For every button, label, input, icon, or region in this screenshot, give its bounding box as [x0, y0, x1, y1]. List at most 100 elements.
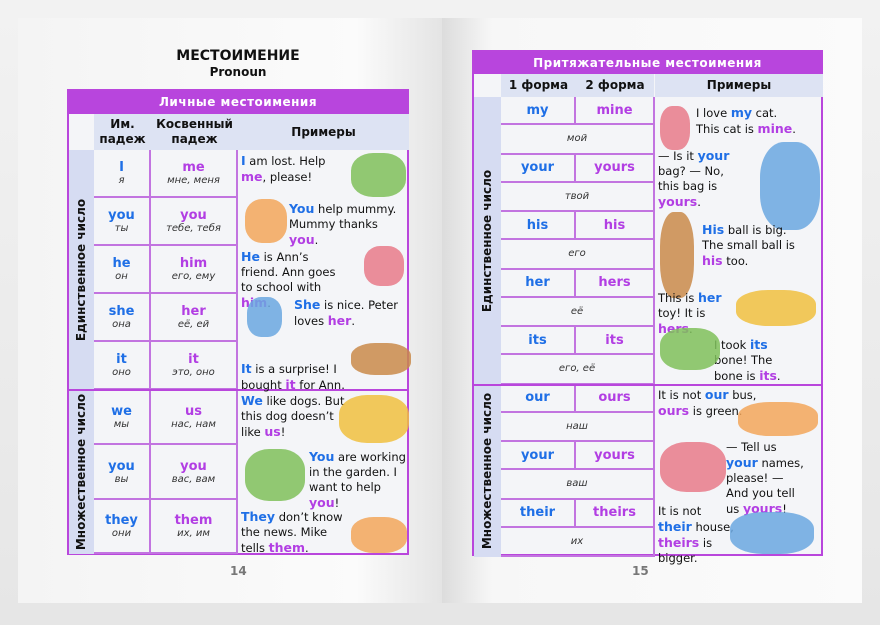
translation: ваш: [566, 478, 588, 490]
example-text-segment: their: [658, 519, 692, 534]
translation: её: [570, 305, 584, 317]
pronoun-form-1: my: [526, 102, 549, 118]
pronoun-nominative: it: [116, 352, 127, 367]
illustration: [351, 153, 406, 197]
example-text-segment: my: [730, 105, 753, 120]
form-2-cell: hers: [576, 269, 655, 298]
example-text-segment: You: [309, 449, 335, 464]
translation: он: [115, 271, 128, 282]
example-sentence: I took its bone! The bone is its.: [714, 337, 804, 384]
oblique-cell: her её, ей: [151, 294, 238, 342]
illustration: [245, 449, 305, 501]
example-text-segment: them: [268, 540, 306, 555]
possessive-pronouns-table: Притяжательные местоимения 1 форма 2 форма…: [472, 50, 823, 565]
: [69, 114, 94, 150]
group-label-plural: Множественное число: [474, 384, 501, 557]
form-2-cell: mine: [576, 97, 655, 125]
example-text-segment: It is not: [658, 504, 702, 518]
example-text-segment: yours: [658, 194, 698, 209]
oblique-cell: him его, ему: [151, 246, 238, 294]
translation-cell: их: [501, 527, 655, 557]
example-text-segment: — Is it: [658, 149, 698, 163]
example-text-segment: cat. This cat is: [696, 106, 778, 136]
example-sentence: We like dogs. But this dog doesn’t like …: [241, 393, 349, 440]
group-label-singular: Единственное число: [474, 97, 501, 385]
example-text-segment: She: [294, 297, 321, 312]
oblique-cell: you вас, вам: [151, 445, 238, 500]
example-text-segment: His: [702, 222, 725, 237]
col-header-form-2: 2 форма: [576, 74, 654, 97]
example-sentence: — Is it your bag? — No, this bag is your…: [658, 148, 740, 210]
example-text-segment: I love: [696, 106, 731, 120]
col-header-examples: Примеры: [238, 114, 409, 150]
translation-cell: его, её: [501, 355, 655, 385]
divider: [69, 389, 407, 391]
illustration: [351, 343, 411, 375]
example-text-segment: her: [327, 313, 352, 328]
example-sentence: You help mummy. Mummy thanks you.: [289, 201, 397, 248]
example-text-segment: you: [309, 495, 335, 510]
translation: мой: [566, 133, 588, 145]
personal-pronouns-table: Личные местоимения Им. падеж Косвенный пад…: [67, 89, 411, 555]
example-text-segment: bone! The bone is: [714, 353, 773, 383]
example-text-segment: is Ann’s friend. Ann goes to school with: [241, 250, 336, 294]
oblique-cell: me мне, меня: [151, 150, 238, 198]
page-title: МЕСТОИМЕНИЕ: [176, 48, 300, 64]
pronoun-form-1: his: [526, 217, 549, 233]
pronoun-oblique: him: [179, 256, 208, 271]
translation: ты: [114, 223, 129, 234]
translation-cell: его: [501, 240, 655, 270]
group-label: Множественное число: [480, 392, 495, 549]
illustration: [760, 142, 820, 230]
translation: это, оно: [172, 367, 215, 378]
example-text-segment: house,: [691, 520, 734, 534]
pronoun-form-2: mine: [596, 102, 633, 118]
translation: их, им: [177, 528, 210, 539]
translation: я: [118, 175, 125, 186]
translation-cell: ваш: [501, 470, 655, 500]
example-sentence: It is not our bus, ours is green.: [658, 387, 778, 419]
example-sentence: You are working in the garden. I want to…: [309, 449, 407, 511]
pronoun-nominative: you: [108, 458, 135, 474]
translation: вас, вам: [171, 473, 216, 485]
nominative-cell: you вы: [94, 445, 151, 500]
translation: нас, нам: [171, 418, 216, 430]
pronoun-nominative: you: [108, 208, 135, 223]
pronoun-form-1: your: [520, 447, 555, 463]
pronoun-oblique: me: [182, 160, 205, 175]
oblique-cell: it это, оно: [151, 342, 238, 390]
example-text-segment: us: [264, 424, 281, 439]
example-text-segment: her: [698, 290, 722, 305]
example-text-segment: our: [704, 387, 729, 402]
example-text-segment: toy! It is: [658, 306, 706, 320]
illustration: [351, 517, 407, 553]
pronoun-form-2: yours: [594, 447, 635, 463]
example-text-segment: its: [759, 368, 777, 383]
example-text-segment: I took: [714, 338, 750, 352]
illustration: [247, 297, 282, 337]
pronoun-form-1: its: [528, 332, 547, 348]
example-text-segment: don’t know the news. Mike tells: [241, 510, 343, 555]
example-text-segment: help mummy. Mummy thanks: [289, 202, 397, 231]
illustration: [730, 512, 814, 554]
group-label-singular: Единственное число: [69, 150, 94, 390]
example-text-segment: !: [782, 502, 787, 516]
example-text-segment: You: [289, 201, 315, 216]
oblique-cell: you тебе, тебя: [151, 198, 238, 246]
group-label: Единственное число: [480, 169, 495, 312]
example-text-segment: I: [241, 153, 246, 168]
divider: [474, 383, 821, 386]
example-text-segment: theirs: [658, 535, 700, 550]
example-text-segment: you: [289, 232, 315, 247]
pronoun-oblique: them: [174, 513, 213, 528]
example-text-segment: too.: [722, 254, 749, 268]
example-text-segment: its: [749, 337, 768, 352]
col-header-form-1: 1 форма: [501, 74, 576, 97]
translation: оно: [112, 367, 131, 378]
example-sentence: I am lost. Help me, please!: [241, 153, 345, 185]
example-text-segment: !: [280, 425, 286, 439]
col-header-oblique: Косвенный падеж: [151, 114, 238, 150]
illustration: [738, 402, 818, 436]
table-title: Притяжательные местоимения: [474, 52, 821, 74]
